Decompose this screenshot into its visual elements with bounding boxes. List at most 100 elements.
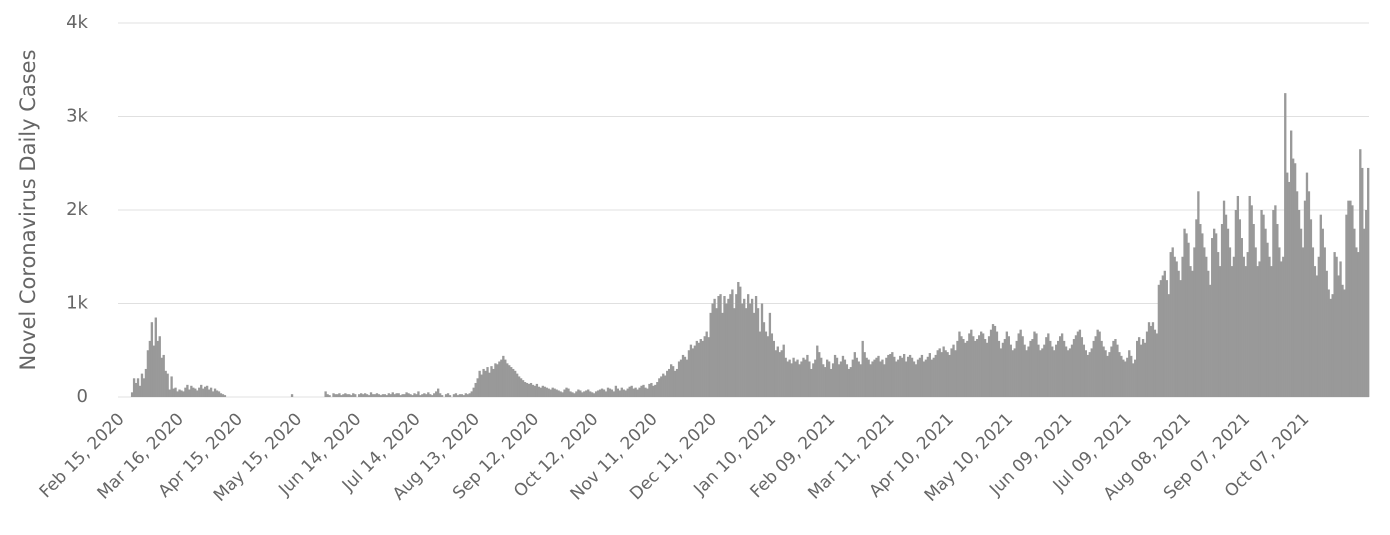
bar <box>1011 350 1014 397</box>
bar <box>841 355 845 397</box>
bar <box>474 382 477 397</box>
bar <box>1207 270 1210 397</box>
bar <box>893 356 896 397</box>
bar <box>1163 270 1166 397</box>
bar <box>573 393 576 397</box>
bar <box>172 388 175 397</box>
bar <box>936 350 939 397</box>
bar <box>1029 340 1032 397</box>
bar <box>972 336 975 397</box>
bar <box>361 394 365 397</box>
bar <box>865 357 868 397</box>
bar <box>344 393 347 397</box>
bar <box>1240 238 1243 397</box>
bar <box>932 357 935 397</box>
bar <box>995 331 999 397</box>
bar <box>743 298 746 397</box>
bar <box>1165 280 1168 397</box>
bar <box>790 363 793 397</box>
bar <box>1323 247 1326 397</box>
bar <box>537 386 541 397</box>
bar <box>636 389 639 397</box>
bar <box>748 303 752 397</box>
bar <box>545 387 548 397</box>
bar <box>332 393 335 397</box>
bar <box>820 357 823 397</box>
bar <box>1021 336 1024 397</box>
bar <box>440 395 444 397</box>
bar <box>1082 344 1086 397</box>
bar <box>843 359 847 397</box>
bar <box>180 390 183 397</box>
bar <box>693 345 697 397</box>
bar <box>1293 163 1297 397</box>
bar <box>626 388 629 397</box>
bar <box>1124 361 1127 397</box>
bar <box>640 385 643 397</box>
bar <box>478 370 481 397</box>
bar <box>200 384 203 397</box>
bar <box>650 382 653 397</box>
bar <box>164 370 167 397</box>
bar <box>140 373 144 397</box>
bar <box>429 394 432 397</box>
bar <box>1250 205 1253 397</box>
bar <box>940 352 943 397</box>
bar <box>1333 252 1336 397</box>
bar <box>541 385 544 397</box>
bar <box>565 387 568 397</box>
bar <box>891 352 894 397</box>
bar <box>358 394 361 397</box>
bar <box>142 378 146 397</box>
bar <box>899 355 902 397</box>
bar <box>162 354 165 397</box>
bar <box>555 389 558 397</box>
bar <box>1149 325 1153 397</box>
bar <box>1171 247 1174 397</box>
bar <box>671 366 675 397</box>
bar <box>1057 340 1060 397</box>
bar <box>417 391 420 397</box>
bar <box>480 374 483 397</box>
bar <box>209 387 213 397</box>
bar <box>160 357 163 397</box>
bar <box>1003 339 1007 397</box>
bar <box>381 394 385 397</box>
y-tick-label: 4k <box>66 12 88 33</box>
bar <box>458 394 462 397</box>
bar <box>1329 298 1332 397</box>
bar <box>1256 266 1259 397</box>
bar <box>916 359 920 397</box>
bar <box>1341 284 1344 397</box>
bar <box>737 281 740 397</box>
bar <box>1295 191 1299 397</box>
bar <box>867 359 870 397</box>
bar <box>1013 348 1016 397</box>
bar <box>411 395 414 397</box>
bar <box>533 385 537 397</box>
bar <box>646 388 649 397</box>
bar <box>1076 331 1080 397</box>
bar <box>1317 256 1320 397</box>
bar <box>1039 350 1042 397</box>
bar <box>423 393 426 397</box>
bar <box>689 344 693 397</box>
bar <box>747 294 750 397</box>
bar <box>855 357 858 397</box>
bar <box>604 391 608 397</box>
bar <box>962 339 965 397</box>
bar <box>679 359 683 397</box>
bar <box>602 389 606 397</box>
bar <box>156 340 159 397</box>
bar <box>691 348 695 397</box>
bar <box>207 389 211 397</box>
bar <box>1035 333 1038 397</box>
bar <box>190 385 193 397</box>
bar <box>1213 228 1216 397</box>
bar <box>1337 275 1340 397</box>
bar <box>1216 252 1220 397</box>
bar <box>1327 289 1330 397</box>
bar <box>774 350 777 397</box>
bar <box>721 312 724 397</box>
bar <box>346 394 349 397</box>
